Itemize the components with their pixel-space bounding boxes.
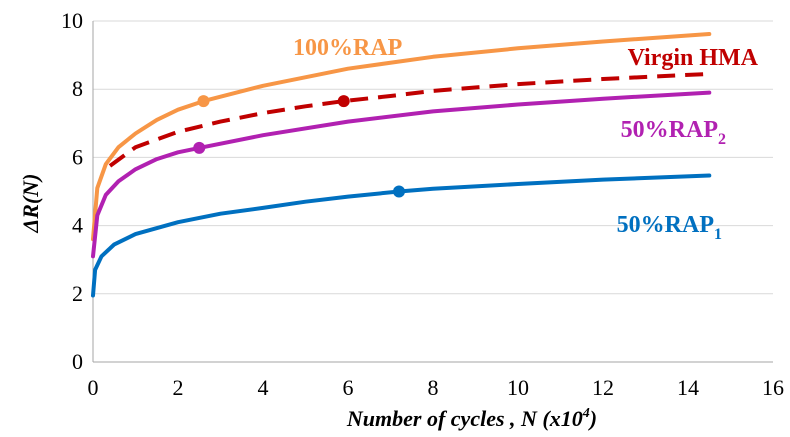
- series-label-sub: 1: [714, 226, 722, 243]
- series-marker-1: [337, 95, 350, 108]
- series-label-main: Virgin HMA: [628, 45, 759, 71]
- y-tick-label: 2: [72, 281, 83, 306]
- x-tick-label: 12: [592, 375, 614, 400]
- x-axis-title-main: Number of cycles , N (x10: [346, 406, 583, 431]
- y-axis-title: ΔR(N): [18, 173, 43, 233]
- series-marker-2: [193, 141, 206, 154]
- grid: [93, 20, 773, 295]
- series-label-1: Virgin HMA: [628, 45, 759, 71]
- x-tick-label: 0: [88, 375, 99, 400]
- series-label-3: 50%RAP1: [617, 212, 722, 243]
- x-tick-label: 6: [343, 375, 354, 400]
- y-tick-label: 4: [72, 213, 83, 238]
- series-label-main: 100%RAP: [293, 35, 402, 61]
- series-line-2: [91, 90, 712, 259]
- x-tick-label: 14: [677, 375, 699, 400]
- y-tick-label: 8: [72, 76, 83, 101]
- series-line-3: [91, 173, 712, 298]
- series-marker-3: [393, 185, 405, 198]
- series-line-0: [91, 32, 712, 242]
- x-axis-title-sup: 4: [582, 406, 590, 421]
- series-lines: [91, 32, 712, 298]
- axes: [92, 21, 773, 363]
- series-marker-0: [197, 95, 210, 108]
- y-tick-label: 6: [72, 144, 83, 169]
- x-axis-title: Number of cycles , N (x104): [346, 406, 597, 431]
- series-label-2: 50%RAP2: [621, 117, 726, 148]
- series-label-0: 100%RAP: [293, 35, 402, 61]
- series-label-main: 50%RAP: [617, 212, 714, 238]
- series-label-sub: 2: [718, 131, 726, 148]
- y-tick-label: 10: [61, 8, 83, 33]
- x-tick-label: 16: [762, 375, 784, 400]
- x-axis-title-close: ): [588, 406, 597, 431]
- x-tick-label: 4: [258, 375, 269, 400]
- y-tick-label: 0: [72, 349, 83, 374]
- series-line-1: [108, 71, 710, 168]
- x-tick-label: 2: [173, 375, 184, 400]
- x-tick-label: 8: [428, 375, 439, 400]
- x-tick-label: 10: [507, 375, 529, 400]
- series-label-main: 50%RAP: [621, 117, 718, 143]
